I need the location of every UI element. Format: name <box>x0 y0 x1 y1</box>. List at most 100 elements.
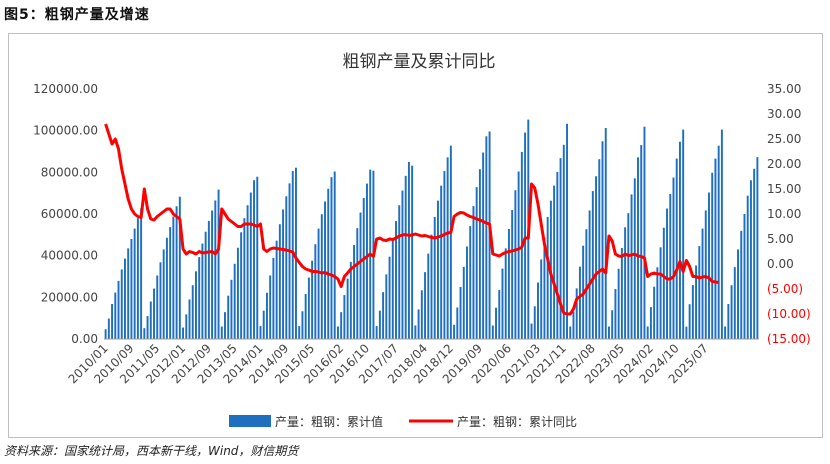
bar <box>162 249 165 339</box>
bar <box>327 188 330 339</box>
bar <box>559 158 562 339</box>
bar <box>269 275 272 339</box>
bar <box>233 263 236 339</box>
bar <box>262 310 265 339</box>
legend-bar-swatch <box>229 415 271 427</box>
bar <box>165 237 168 339</box>
bar <box>511 210 514 339</box>
bar <box>630 194 633 339</box>
right-tick-label: 10.00 <box>767 207 801 221</box>
bar <box>401 190 404 339</box>
bar <box>753 168 756 339</box>
bar <box>614 289 617 339</box>
right-tick-label: (15.00) <box>767 332 811 346</box>
right-tick-label: (5.00) <box>767 282 803 296</box>
bar <box>685 326 688 339</box>
bar <box>146 316 149 339</box>
bar <box>194 271 197 339</box>
bar <box>114 292 117 339</box>
bar <box>104 329 107 339</box>
bar <box>336 326 339 339</box>
bar <box>127 248 130 340</box>
bar <box>130 239 133 339</box>
bar <box>637 157 639 339</box>
bar <box>259 326 262 339</box>
bar <box>617 268 620 339</box>
bar <box>333 171 336 339</box>
bar <box>585 229 588 339</box>
bar <box>608 326 610 339</box>
bar <box>720 129 723 340</box>
bar <box>124 258 126 339</box>
bar <box>411 165 414 339</box>
bar <box>204 231 207 339</box>
left-tick-label: 100000.00 <box>33 124 98 138</box>
right-axis: (15.00) (10.00) (5.00) 0.00 5.00 10.00 15.00 20… <box>767 82 811 346</box>
bar <box>733 267 736 340</box>
bar <box>288 183 291 340</box>
bar <box>375 326 378 339</box>
bar <box>543 237 546 339</box>
bar <box>388 256 391 339</box>
bar <box>740 230 743 340</box>
bar <box>537 282 539 339</box>
bar <box>459 286 462 339</box>
bar <box>569 326 572 339</box>
bar <box>249 192 252 339</box>
bar <box>182 327 185 339</box>
bar <box>275 240 278 339</box>
bar <box>562 144 565 339</box>
bar <box>188 299 191 339</box>
bar <box>553 185 556 339</box>
bar <box>469 226 472 339</box>
bar <box>495 307 497 339</box>
bar <box>149 301 152 339</box>
bar <box>624 227 627 339</box>
bar <box>359 212 362 339</box>
bar <box>472 206 475 339</box>
bar <box>756 157 759 340</box>
bar <box>298 326 301 339</box>
bar <box>214 200 217 339</box>
bar <box>604 127 607 340</box>
legend: 产量：粗钢：累计值 产量：粗钢：累计同比 <box>229 414 577 429</box>
chart-canvas: 粗钢产量及累计同比 0.00 20000.00 40000.00 60000.00 80… <box>33 52 811 429</box>
bar <box>311 260 314 339</box>
right-tick-label: 20.00 <box>767 157 801 171</box>
bar <box>540 259 543 339</box>
right-tick-label: 30.00 <box>767 107 801 121</box>
left-axis: 0.00 20000.00 40000.00 60000.00 80000.00 1000… <box>33 82 98 346</box>
bar <box>433 216 436 339</box>
bar <box>382 292 385 340</box>
bar <box>169 227 172 340</box>
bar <box>449 145 452 339</box>
bar <box>143 328 146 339</box>
bar <box>172 216 175 339</box>
right-tick-label: 5.00 <box>767 232 794 246</box>
bar <box>462 266 465 339</box>
bar <box>198 257 201 340</box>
bar <box>314 244 317 339</box>
bar <box>159 262 162 339</box>
bar <box>675 158 678 339</box>
bar <box>575 288 578 340</box>
bar <box>378 310 381 339</box>
bar <box>704 210 707 339</box>
bar <box>353 245 356 339</box>
bar <box>295 167 297 339</box>
bar <box>404 175 407 340</box>
bar <box>430 234 433 340</box>
bar <box>491 325 494 339</box>
legend-line-label: 产量：粗钢：累计同比 <box>457 415 577 429</box>
bar <box>427 253 430 339</box>
bar <box>653 286 656 339</box>
bar <box>217 189 220 340</box>
bar <box>346 278 349 339</box>
bar <box>695 265 698 339</box>
bar <box>466 246 468 339</box>
yoy-line <box>104 123 719 316</box>
bar <box>498 290 501 339</box>
bar <box>566 123 568 339</box>
bar <box>737 249 739 339</box>
bar <box>230 279 233 339</box>
